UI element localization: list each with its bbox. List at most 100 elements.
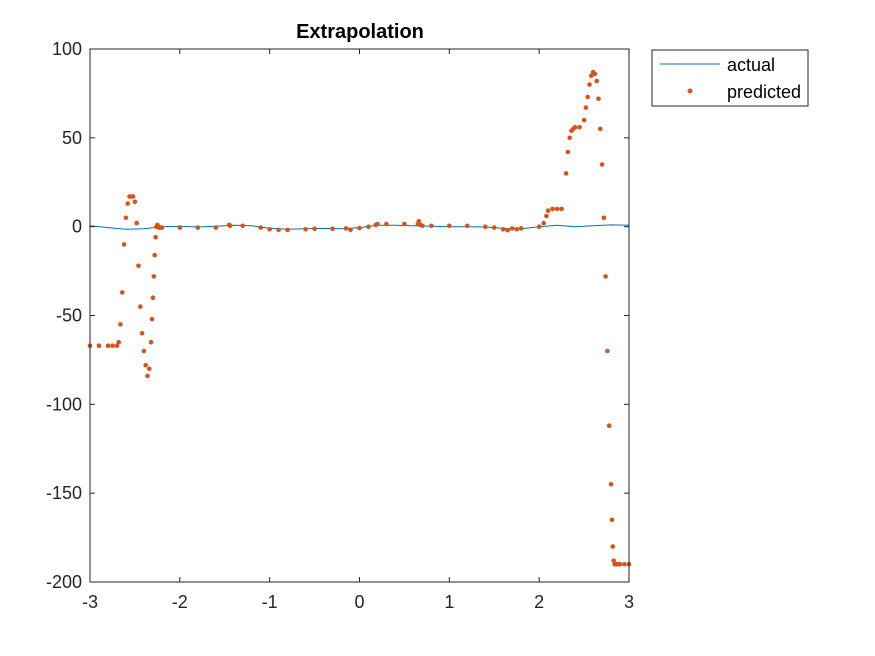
series-predicted-markers xyxy=(87,69,632,567)
predicted-point xyxy=(153,235,158,240)
predicted-point xyxy=(563,171,569,176)
predicted-point xyxy=(130,194,136,199)
legend-predicted-label: predicted xyxy=(727,82,801,102)
predicted-point xyxy=(149,316,155,322)
y-tick-label: -150 xyxy=(46,483,82,503)
predicted-point xyxy=(132,199,138,205)
predicted-point xyxy=(596,96,601,101)
predicted-point xyxy=(585,94,590,100)
predicted-point xyxy=(541,220,546,226)
predicted-point xyxy=(572,124,578,130)
predicted-point xyxy=(518,226,524,231)
predicted-point xyxy=(492,225,497,230)
predicted-point xyxy=(550,206,555,212)
predicted-point xyxy=(505,227,511,233)
x-tick-label: 1 xyxy=(444,592,454,612)
predicted-point xyxy=(125,201,130,206)
predicted-point xyxy=(577,124,582,130)
y-axis: -200 -150 -100 -50 0 50 100 xyxy=(46,39,629,592)
predicted-point xyxy=(603,274,608,279)
predicted-point xyxy=(559,206,564,212)
predicted-point xyxy=(151,274,157,279)
predicted-point xyxy=(303,227,308,232)
predicted-point xyxy=(447,223,452,229)
predicted-point xyxy=(617,561,623,567)
predicted-point xyxy=(150,295,156,301)
predicted-point xyxy=(240,223,245,229)
predicted-point xyxy=(120,290,125,295)
predicted-point xyxy=(118,322,123,327)
x-tick-label: -3 xyxy=(82,592,98,612)
predicted-point xyxy=(267,227,273,232)
predicted-point xyxy=(581,117,587,123)
predicted-point xyxy=(143,362,148,368)
predicted-point xyxy=(330,226,335,232)
plot-area xyxy=(90,49,629,582)
predicted-point xyxy=(416,219,422,224)
legend-predicted-swatch xyxy=(687,88,693,94)
predicted-point xyxy=(605,348,610,354)
legend-actual-label: actual xyxy=(727,55,775,75)
predicted-point xyxy=(116,339,121,345)
predicted-point xyxy=(514,227,519,232)
predicted-point xyxy=(429,223,434,229)
predicted-point xyxy=(105,343,111,349)
y-tick-label: 0 xyxy=(72,217,82,237)
predicted-point xyxy=(589,73,594,78)
predicted-point xyxy=(622,561,627,567)
legend: actual predicted xyxy=(651,49,809,107)
x-tick-label: 2 xyxy=(534,592,544,612)
predicted-point xyxy=(500,227,506,232)
predicted-point xyxy=(123,215,129,221)
predicted-point xyxy=(554,206,560,212)
predicted-point xyxy=(312,226,317,232)
predicted-point xyxy=(587,82,592,87)
predicted-point xyxy=(583,105,589,110)
predicted-point xyxy=(608,482,614,487)
y-tick-label: 100 xyxy=(52,39,82,59)
predicted-point xyxy=(611,558,616,563)
predicted-point xyxy=(599,162,605,167)
predicted-point xyxy=(598,126,603,132)
predicted-point xyxy=(545,208,551,213)
predicted-point xyxy=(606,423,612,429)
predicted-point xyxy=(536,224,542,229)
predicted-point xyxy=(213,225,219,230)
predicted-point xyxy=(420,223,425,229)
x-tick-label: 0 xyxy=(354,592,364,612)
predicted-point xyxy=(134,220,139,226)
predicted-point xyxy=(348,227,353,233)
predicted-point xyxy=(258,225,264,230)
x-tick-label: 3 xyxy=(624,592,634,612)
y-tick-label: -50 xyxy=(56,306,82,326)
predicted-point xyxy=(147,366,152,372)
predicted-point xyxy=(141,348,147,354)
predicted-point xyxy=(610,544,616,549)
predicted-point xyxy=(465,223,470,229)
y-tick-label: -100 xyxy=(46,394,82,414)
predicted-point xyxy=(594,78,599,84)
predicted-point xyxy=(609,517,615,523)
predicted-point xyxy=(343,226,349,231)
predicted-point xyxy=(565,149,571,155)
predicted-point xyxy=(152,252,157,258)
x-axis: -3 -2 -1 0 1 2 3 xyxy=(82,49,634,612)
predicted-point xyxy=(136,263,141,269)
predicted-point xyxy=(145,373,150,379)
predicted-point xyxy=(139,331,145,336)
predicted-point xyxy=(177,225,183,230)
predicted-point xyxy=(227,223,233,229)
predicted-point xyxy=(357,225,362,231)
legend-box xyxy=(651,49,809,107)
y-tick-label: 50 xyxy=(62,128,82,148)
x-tick-label: -1 xyxy=(262,592,278,612)
predicted-point xyxy=(544,213,549,219)
predicted-point xyxy=(483,224,488,229)
predicted-point xyxy=(148,339,154,345)
predicted-point xyxy=(285,227,290,233)
predicted-point xyxy=(592,71,598,77)
x-tick-label: -2 xyxy=(172,592,188,612)
predicted-point xyxy=(96,343,102,349)
predicted-point xyxy=(567,135,572,141)
